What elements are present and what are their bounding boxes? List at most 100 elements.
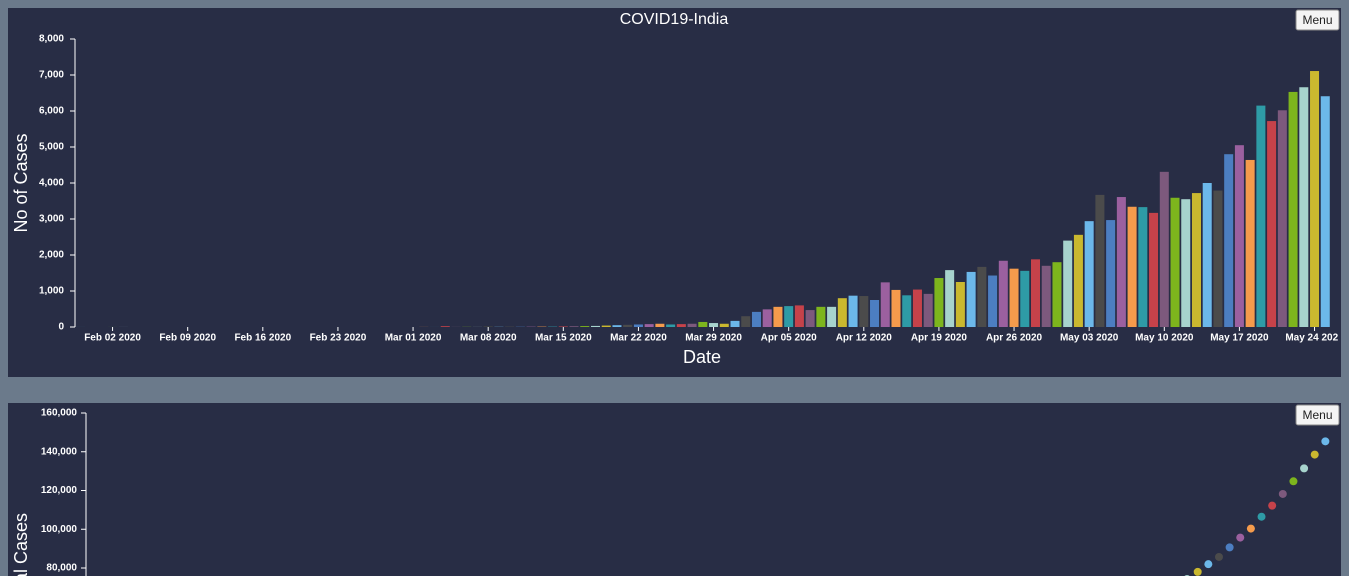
bar: [666, 324, 676, 327]
chart: 0 1,000 2,000 3,000 4,000 5,000 6,000 7,000 8,00…: [39, 34, 1344, 344]
x-tick-label: Apr 19 2020: [911, 333, 968, 344]
bar: [859, 296, 869, 327]
bar: [601, 325, 611, 327]
bar: [655, 323, 665, 327]
bar: [623, 324, 633, 327]
bar: [698, 321, 708, 327]
y-tick-label: 5,000: [39, 142, 64, 153]
bar: [1009, 268, 1019, 327]
bar: [784, 306, 794, 327]
point: [1268, 501, 1277, 510]
point: [1257, 512, 1266, 521]
bar: [1041, 265, 1051, 327]
point: [1310, 450, 1319, 459]
bar: [1063, 240, 1073, 327]
bar: [794, 305, 804, 327]
bar: [891, 289, 901, 327]
y-tick-label: 2,000: [39, 250, 64, 261]
bar: [870, 300, 880, 327]
bar: [1073, 234, 1083, 327]
y-tick-label: 3,000: [39, 214, 64, 225]
y-tick-label: 6,000: [39, 106, 64, 117]
bar: [719, 323, 729, 327]
bar: [1213, 190, 1223, 327]
point: [1225, 543, 1234, 552]
bar: [1234, 145, 1244, 327]
bar: [1138, 207, 1148, 327]
menu-button[interactable]: Menu: [1295, 404, 1340, 426]
y-tick-label: 100,000: [41, 524, 78, 535]
y-tick-label: 0: [58, 322, 64, 333]
bar: [816, 306, 826, 327]
bar: [1052, 262, 1062, 327]
y-axis-label: No of Cases: [11, 133, 31, 232]
bar: [1299, 87, 1309, 328]
bar: [1224, 154, 1234, 327]
x-tick-label: Mar 22 2020: [610, 333, 667, 344]
bar: [590, 325, 601, 327]
bar: [1116, 197, 1126, 327]
bar: [1288, 91, 1298, 327]
bar: [687, 323, 697, 327]
y-tick-label: 4,000: [39, 178, 64, 189]
bar: [644, 324, 654, 327]
point: [1236, 533, 1245, 542]
bar: [998, 260, 1008, 327]
bar: [1310, 71, 1320, 327]
menu-label[interactable]: Menu: [1302, 13, 1332, 27]
bar: [1127, 206, 1137, 327]
bar: [1159, 171, 1169, 327]
bar: [558, 326, 568, 327]
bar: [988, 275, 998, 327]
chart: 020,00040,00060,00080,000100,000120,0001…: [41, 408, 1330, 576]
x-tick-label: Mar 08 2020: [460, 333, 517, 344]
bar: [934, 278, 944, 327]
y-tick-label: 120,000: [41, 485, 78, 496]
bar: [1030, 259, 1041, 327]
bar: [1181, 199, 1191, 327]
point: [1246, 524, 1255, 533]
y-tick-label: 160,000: [41, 408, 78, 419]
point: [1193, 567, 1202, 576]
bar: [945, 270, 955, 327]
bar: [1202, 183, 1212, 327]
panel: [8, 403, 1341, 576]
point: [1204, 560, 1213, 569]
y-tick-label: 7,000: [39, 70, 64, 81]
x-tick-label: Mar 29 2020: [685, 333, 742, 344]
bar: [730, 320, 740, 327]
menu-button[interactable]: Menu: [1295, 9, 1340, 31]
bar: [1106, 220, 1116, 327]
x-tick-label: Feb 02 2020: [84, 333, 141, 344]
x-tick-label: Mar 01 2020: [385, 333, 442, 344]
point: [1300, 464, 1309, 473]
chart-title: COVID19-India: [620, 11, 729, 28]
y-tick-label: 80,000: [46, 563, 77, 574]
bar: [1084, 221, 1094, 327]
bar: [1191, 193, 1201, 327]
x-tick-label: Apr 12 2020: [836, 333, 893, 344]
bar: [1149, 212, 1159, 327]
bar: [633, 324, 643, 327]
bar: [1020, 270, 1030, 327]
x-tick-label: Feb 16 2020: [234, 333, 291, 344]
x-tick-label: Feb 23 2020: [310, 333, 367, 344]
x-tick-label: May 24 2020: [1285, 333, 1344, 344]
bar: [741, 316, 751, 327]
bar: [880, 282, 890, 327]
bar: [751, 311, 761, 327]
x-tick-label: Mar 15 2020: [535, 333, 592, 344]
y-tick-label: 8,000: [39, 34, 64, 45]
y-axis-label: Total Cases: [11, 513, 31, 576]
y-tick-label: 140,000: [41, 446, 78, 457]
bar: [977, 266, 987, 327]
point: [1278, 489, 1287, 498]
bar: [902, 295, 912, 327]
bar: [966, 271, 976, 327]
bar: [773, 306, 783, 327]
menu-label[interactable]: Menu: [1302, 408, 1332, 422]
bar: [709, 323, 719, 327]
x-tick-label: May 03 2020: [1060, 333, 1119, 344]
bar: [440, 326, 450, 327]
